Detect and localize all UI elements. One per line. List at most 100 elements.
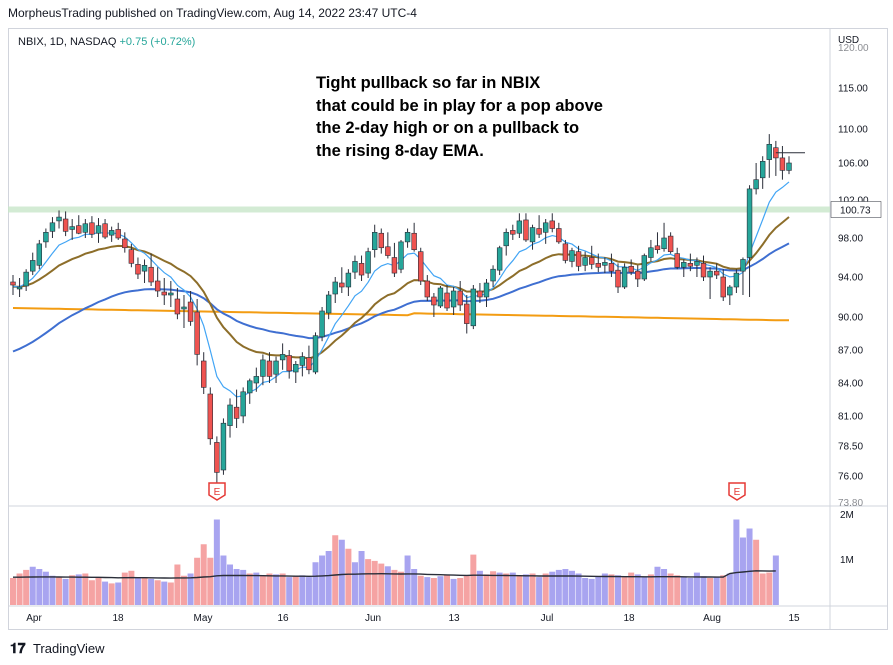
candle-body — [214, 442, 220, 473]
volume-bar — [266, 573, 273, 605]
volume-bar — [325, 551, 332, 605]
candle-body — [569, 250, 575, 262]
y-tick-label: 94.00 — [838, 273, 863, 284]
volume-bar — [332, 535, 339, 605]
candle-body — [325, 294, 332, 314]
annotation-line-1: Tight pullback so far in NBIX — [316, 74, 541, 92]
candle-body — [293, 363, 299, 373]
candle-body — [549, 220, 555, 229]
candle-body — [128, 249, 135, 264]
volume-bar — [273, 574, 280, 605]
candle-body — [582, 257, 588, 266]
candle-body — [621, 266, 628, 288]
candle-body — [536, 228, 542, 235]
volume-bar — [661, 569, 668, 605]
volume-bar — [108, 583, 115, 605]
candle-body — [707, 270, 713, 278]
volume-bar — [516, 575, 523, 605]
volume-bar — [220, 555, 227, 605]
volume-bar — [161, 581, 168, 605]
candle-body — [141, 264, 148, 272]
volume-bar — [233, 569, 240, 605]
volume-bar — [371, 560, 378, 605]
chart-annotation: Tight pullback so far in NBIX that could… — [316, 72, 603, 162]
volume-bar — [134, 578, 141, 605]
candle-body — [306, 357, 312, 371]
volume-bar — [700, 576, 707, 605]
volume-bar — [398, 571, 404, 605]
volume-bar — [726, 573, 733, 605]
volume-bar — [253, 572, 260, 605]
candle-body — [36, 243, 43, 266]
candle-body — [759, 161, 766, 179]
x-tick-label: 18 — [623, 613, 635, 624]
volume-bar — [200, 544, 207, 605]
volume-bar — [351, 562, 358, 605]
volume-bar — [601, 573, 608, 605]
candle-body — [56, 216, 62, 222]
candle-body — [227, 404, 233, 426]
candle-body — [635, 270, 641, 280]
volume-bar — [476, 570, 483, 605]
volume-bar — [187, 573, 194, 605]
y-tick-label: 98.00 — [838, 234, 863, 245]
volume-bar — [148, 578, 155, 605]
volume-bar — [82, 573, 89, 605]
x-tick-label: 16 — [277, 613, 289, 624]
candle-body — [694, 261, 700, 266]
volume-tick-label: 2M — [840, 510, 854, 521]
volume-bar — [128, 570, 135, 605]
y-tick-label: 84.00 — [838, 379, 863, 390]
candle-body — [187, 301, 194, 322]
symbol-line: NBIX, 1D, NASDAQ +0.75 (+0.72%) — [18, 36, 195, 48]
candle-body — [424, 280, 431, 298]
symbol-info: NBIX, 1D, NASDAQ — [18, 36, 117, 48]
candle-body — [168, 292, 174, 296]
volume-bar — [75, 574, 82, 605]
volume-bar — [62, 578, 69, 605]
candle-body — [516, 220, 523, 234]
candle-body — [253, 376, 260, 384]
candle-body — [404, 232, 411, 243]
volume-bar — [391, 569, 398, 605]
y-tick-label: 87.00 — [838, 346, 863, 357]
candle-body — [589, 257, 595, 265]
candle-body — [510, 230, 516, 235]
candle-body — [398, 241, 404, 270]
volume-bar — [595, 576, 602, 605]
candle-body — [30, 260, 36, 272]
candle-body — [102, 223, 108, 238]
volume-bar — [154, 580, 161, 605]
earnings-marker-label: E — [734, 487, 741, 498]
volume-bar — [687, 578, 694, 605]
candle-body — [23, 271, 29, 287]
footer-brand[interactable]: 𝟏𝟕 TradingView — [10, 640, 105, 657]
candle-body — [62, 218, 69, 232]
volume-bar — [568, 570, 575, 605]
candle-body — [286, 355, 292, 372]
candle-body — [431, 296, 437, 306]
volume-bar — [772, 555, 779, 605]
candle-body — [299, 356, 306, 366]
annotation-line-3: the 2-day high or on a pullback to — [316, 119, 580, 137]
candle-body — [595, 263, 601, 268]
candle-body — [437, 287, 444, 307]
volume-bar — [338, 539, 345, 605]
volume-bar — [102, 581, 109, 605]
volume-bar — [246, 573, 253, 605]
volume-tick-label: 1M — [840, 555, 854, 566]
volume-bar — [575, 573, 582, 605]
y-tick-label: 110.00 — [838, 125, 868, 136]
candle-body — [713, 270, 720, 276]
y-tick-label: 76.00 — [838, 472, 863, 483]
candle-body — [575, 251, 582, 267]
candle-body — [260, 359, 266, 377]
earnings-marker-badge — [728, 482, 746, 501]
volume-bar — [720, 575, 727, 605]
candle-body — [181, 306, 187, 310]
ema-21-line — [13, 216, 790, 360]
last-price-box — [830, 201, 882, 218]
sma-200-line — [12, 307, 789, 322]
volume-bar — [733, 519, 740, 605]
